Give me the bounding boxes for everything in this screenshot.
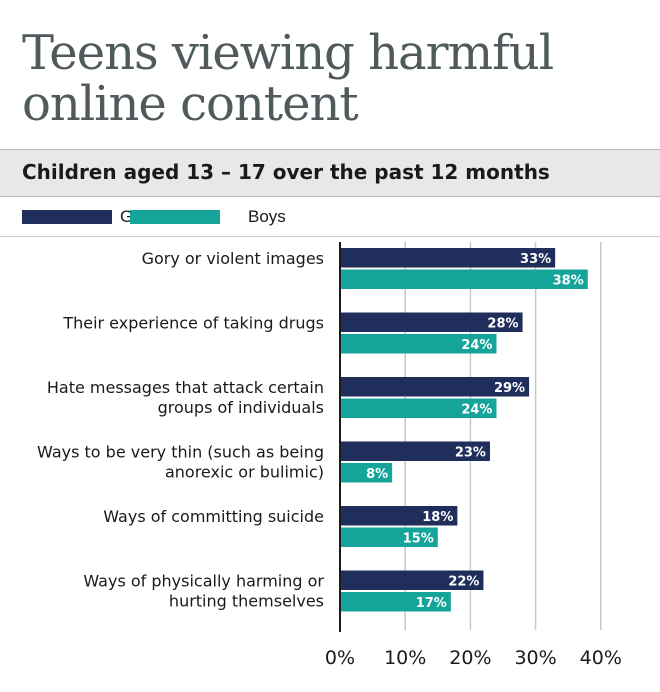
x-tick-label: 40% xyxy=(580,647,622,669)
chart-title: Teens viewing harmful online content xyxy=(22,25,554,132)
category-label: groups of individuals xyxy=(158,398,324,417)
bar-girls xyxy=(340,506,458,526)
bar-girls xyxy=(340,441,490,461)
legend-item-boys: Boys xyxy=(130,206,330,230)
x-tick-label: 0% xyxy=(325,647,355,669)
bar-girls xyxy=(340,248,556,268)
subtitle-band: Children aged 13 – 17 over the past 12 m… xyxy=(0,149,660,197)
bar-boys xyxy=(340,269,588,289)
bar-girls xyxy=(340,312,523,332)
bar-value-label: 38% xyxy=(553,273,584,288)
category-label: Their experience of taking drugs xyxy=(62,313,324,332)
bar-girls xyxy=(340,570,484,590)
bar-value-label: 24% xyxy=(461,338,492,353)
category-label: Ways of committing suicide xyxy=(103,507,324,526)
bar-value-label: 17% xyxy=(416,596,447,611)
x-tick-label: 30% xyxy=(514,647,556,669)
bar-girls xyxy=(340,377,530,397)
bar-boys xyxy=(340,592,451,612)
bar-boys xyxy=(340,398,497,418)
legend: Girls Boys xyxy=(22,206,422,230)
bar-value-label: 18% xyxy=(422,510,453,525)
bar-boys xyxy=(340,463,393,483)
category-label: anorexic or bulimic) xyxy=(165,462,324,481)
x-tick-label: 10% xyxy=(384,647,426,669)
chart-subtitle: Children aged 13 – 17 over the past 12 m… xyxy=(22,160,550,184)
legend-label-boys: Boys xyxy=(248,207,286,226)
legend-swatch-boys xyxy=(130,210,220,224)
bar-value-label: 22% xyxy=(448,574,479,589)
category-label: Ways of physically harming or xyxy=(83,571,324,590)
category-label: Hate messages that attack certain xyxy=(47,378,324,397)
bar-value-label: 33% xyxy=(520,252,551,267)
bar-value-label: 24% xyxy=(461,402,492,417)
category-label: Gory or violent images xyxy=(142,249,324,268)
category-label: hurting themselves xyxy=(169,591,324,610)
bar-value-label: 15% xyxy=(403,531,434,546)
bar-boys xyxy=(340,527,438,547)
category-label: Ways to be very thin (such as being xyxy=(37,442,324,461)
legend-divider xyxy=(0,236,660,237)
bar-boys xyxy=(340,334,497,354)
bar-value-label: 8% xyxy=(366,467,388,482)
x-tick-label: 20% xyxy=(449,647,491,669)
bar-value-label: 29% xyxy=(494,381,525,396)
bar-value-label: 28% xyxy=(487,316,518,331)
legend-swatch-girls xyxy=(22,210,112,224)
bar-value-label: 23% xyxy=(455,445,486,460)
